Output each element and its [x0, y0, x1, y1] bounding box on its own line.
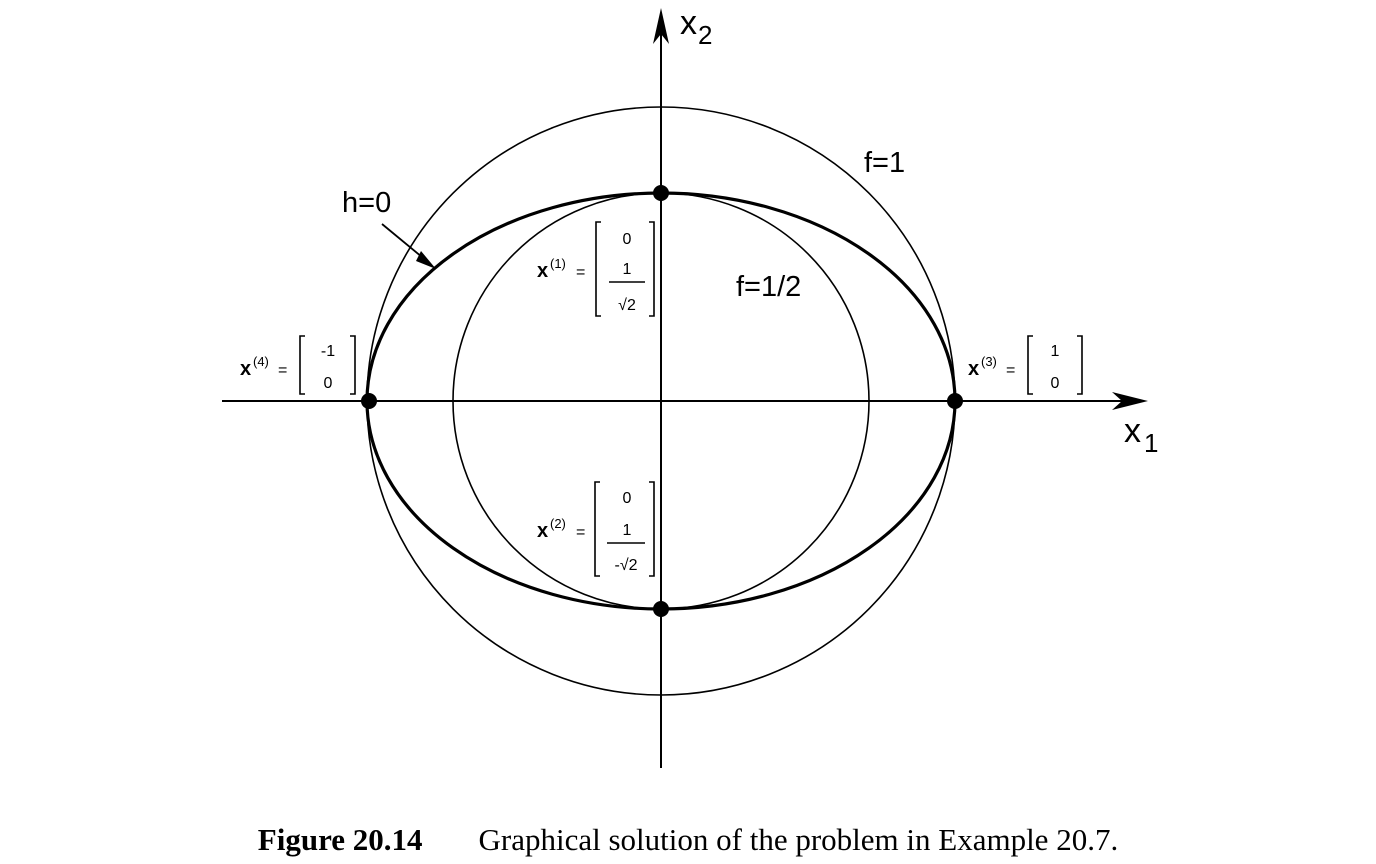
svg-text:x: x — [968, 358, 979, 380]
bracket-left — [299, 335, 305, 395]
label-h-0: h=0 — [342, 187, 391, 219]
svg-text:1: 1 — [623, 522, 632, 539]
bracket-left — [594, 481, 600, 577]
svg-text:=: = — [1006, 362, 1015, 379]
figure-number: Figure 20.14 — [257, 822, 423, 857]
x2-axis-arrowhead — [653, 8, 669, 44]
graphical-solution-diagram: x 2 x 1 f=1 f=1/2 h=0 x (1) = 0 1 √2 x (… — [222, 4, 1158, 768]
svg-text:=: = — [576, 264, 585, 281]
svg-text:=: = — [576, 524, 585, 541]
svg-text:=: = — [278, 362, 287, 379]
x1-axis-arrowhead — [1112, 392, 1148, 410]
label-x1: x (1) = 0 1 √2 — [537, 221, 655, 317]
bracket-left — [595, 221, 601, 317]
svg-text:0: 0 — [623, 231, 632, 248]
point-x3 — [947, 393, 963, 409]
label-x4: x (4) = -1 0 — [240, 335, 356, 395]
svg-text:(2): (2) — [550, 516, 566, 531]
svg-text:0: 0 — [623, 490, 632, 507]
svg-text:(3): (3) — [981, 354, 997, 369]
label-f-1: f=1 — [864, 147, 905, 179]
svg-text:(4): (4) — [253, 354, 269, 369]
svg-text:0: 0 — [1051, 375, 1060, 392]
x2-axis-subscript: 2 — [698, 20, 712, 50]
svg-text:-1: -1 — [321, 343, 335, 360]
svg-text:x: x — [240, 358, 251, 380]
svg-text:x: x — [537, 260, 548, 282]
label-f-half: f=1/2 — [736, 271, 801, 303]
bracket-right — [649, 481, 655, 577]
x1-axis-subscript: 1 — [1144, 428, 1158, 458]
point-x2 — [653, 601, 669, 617]
svg-text:x: x — [537, 520, 548, 542]
bracket-right — [649, 221, 655, 317]
svg-text:0: 0 — [324, 375, 333, 392]
figure-caption: Figure 20.14 Graphical solution of the pr… — [0, 822, 1376, 858]
x2-axis-label: x — [680, 4, 697, 42]
bracket-right — [350, 335, 356, 395]
point-x1 — [653, 185, 669, 201]
figure-caption-text: Graphical solution of the problem in Exa… — [478, 822, 1119, 857]
bracket-right — [1077, 335, 1083, 395]
svg-text:-√2: -√2 — [614, 557, 637, 574]
bracket-left — [1027, 335, 1033, 395]
h-0-leader-arrowhead — [416, 251, 436, 269]
point-x4 — [361, 393, 377, 409]
svg-text:(1): (1) — [550, 256, 566, 271]
label-x3: x (3) = 1 0 — [968, 335, 1083, 395]
label-x2: x (2) = 0 1 -√2 — [537, 481, 655, 577]
svg-text:√2: √2 — [618, 297, 636, 314]
x1-axis-label: x — [1124, 412, 1141, 450]
svg-text:1: 1 — [1051, 343, 1060, 360]
svg-text:1: 1 — [623, 261, 632, 278]
